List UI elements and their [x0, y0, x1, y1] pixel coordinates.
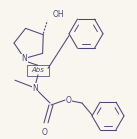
Text: OH: OH: [52, 10, 64, 19]
Text: N: N: [22, 54, 27, 63]
Text: O: O: [66, 95, 72, 105]
Text: N: N: [32, 84, 38, 93]
FancyBboxPatch shape: [27, 65, 49, 76]
Text: Abs: Abs: [32, 67, 44, 73]
Text: O: O: [42, 128, 48, 137]
